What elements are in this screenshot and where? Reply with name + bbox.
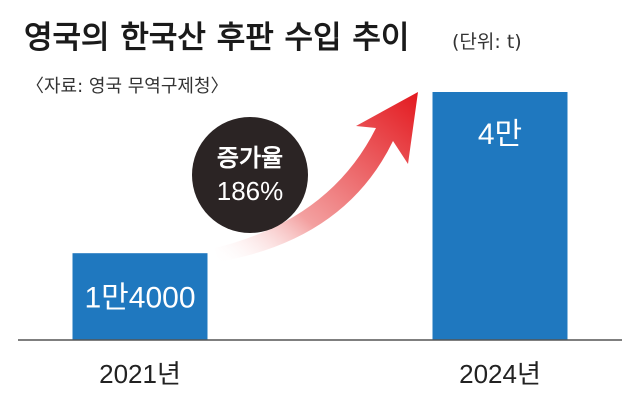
growth-rate-value: 186%: [217, 176, 284, 206]
bar-group: 1만4000 2021년 4만 2024년: [72, 92, 568, 389]
growth-rate-badge: [192, 117, 308, 233]
category-label-0: 2021년: [99, 359, 181, 389]
unit-label: (단위: t): [452, 31, 522, 53]
bar-value-label-1: 4만: [478, 118, 522, 151]
chart-title: 영국의 한국산 후판 수입 추이: [24, 20, 409, 56]
bar-1: [432, 92, 568, 340]
growth-rate-label: 증가율: [217, 144, 283, 172]
bar-0: [72, 253, 208, 340]
category-label-1: 2024년: [459, 359, 541, 389]
bar-value-label-0: 1만4000: [84, 282, 195, 315]
growth-arrow: [215, 92, 418, 262]
source-label: 〈자료: 영국 무역구제청〉: [26, 76, 229, 97]
